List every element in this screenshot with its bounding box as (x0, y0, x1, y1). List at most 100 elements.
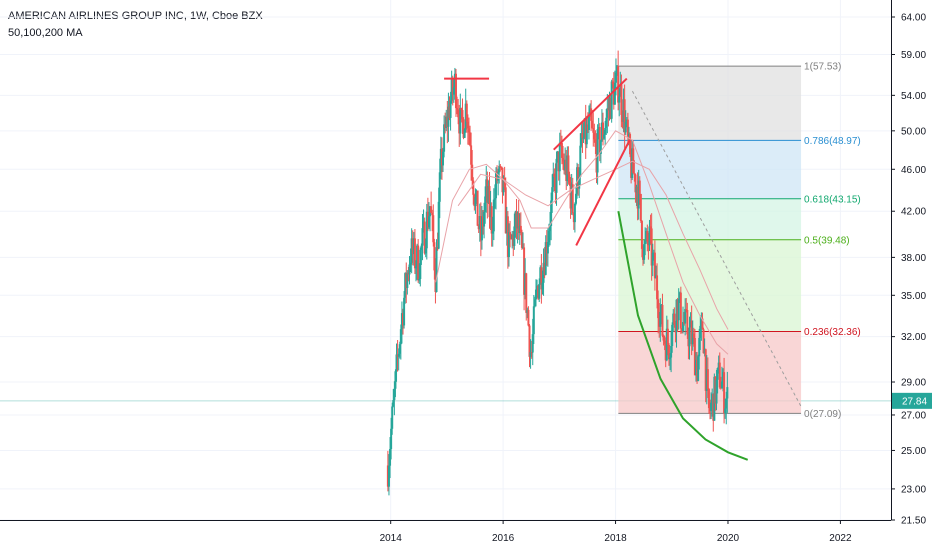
candle-body (497, 172, 500, 181)
candle-body (570, 184, 573, 209)
candle-body (555, 158, 558, 193)
wedge-upper-line (553, 77, 628, 151)
candle-body (456, 108, 459, 110)
candle-body (459, 108, 462, 134)
candle-body (671, 324, 674, 346)
fib-zone (618, 140, 802, 199)
candle-body (635, 186, 638, 193)
candle-body (473, 194, 476, 207)
candle-body (528, 325, 531, 357)
fib-level-label: 0.236(32.36) (804, 327, 861, 338)
candle-body (533, 299, 536, 307)
candle-body (593, 132, 596, 140)
candle-body (522, 247, 525, 249)
candle-body (691, 333, 694, 345)
candle-body (430, 206, 433, 213)
candle-body (510, 235, 513, 239)
candle-body (688, 327, 691, 347)
candle-body (395, 354, 398, 372)
candle-body (573, 203, 576, 223)
candle-body (595, 146, 598, 173)
candle-body (660, 304, 663, 312)
candle-body (622, 99, 625, 122)
candle-body (662, 335, 665, 341)
candle-body (609, 98, 612, 119)
candle-body (504, 187, 507, 234)
candle-body (720, 381, 723, 389)
candle-body (567, 155, 570, 175)
wedge-lower-line (575, 139, 631, 246)
indicator-legend[interactable]: 50,100,200 MA (8, 27, 83, 39)
fib-level-label: 0(27.09) (804, 409, 841, 420)
y-tick-label: 46.00 (901, 165, 926, 176)
candle-body (505, 216, 508, 234)
candle-body (520, 232, 523, 248)
candle-body (470, 145, 473, 165)
candle-body (582, 137, 585, 139)
candle-body (666, 328, 669, 345)
candle-body (512, 234, 515, 246)
candle-body (460, 108, 463, 111)
candle-body (483, 211, 486, 227)
candle-body (670, 345, 673, 358)
candle-body (405, 273, 408, 289)
candle-body (542, 262, 545, 283)
candle-body (577, 167, 580, 189)
candle-body (638, 180, 641, 194)
candle-body (557, 151, 560, 172)
candle-body (589, 108, 592, 117)
candle-body (445, 116, 448, 128)
candle-body (686, 309, 689, 335)
candle-body (574, 193, 577, 204)
y-tick-label: 23.00 (901, 484, 926, 495)
candle-body (625, 119, 628, 122)
candle-body (583, 118, 586, 138)
candle-body (475, 190, 478, 198)
candle-body (613, 82, 616, 105)
candle-body (463, 129, 466, 138)
candle-body (610, 81, 613, 119)
candle-body (416, 245, 419, 267)
candle-body (643, 244, 646, 260)
candle-body (694, 359, 697, 376)
candle-body (531, 334, 534, 353)
candle-body (426, 211, 429, 228)
candle-body (726, 387, 729, 399)
y-tick-label: 29.00 (901, 378, 926, 389)
candle-body (479, 216, 482, 241)
fib-level-label: 0.786(48.97) (804, 136, 861, 147)
candle-body (564, 159, 567, 171)
candle-body (448, 106, 451, 118)
candle-body (664, 343, 667, 361)
candle-body (458, 117, 461, 134)
candle-body (423, 221, 426, 254)
candle-body (419, 249, 422, 279)
candle-body (524, 273, 527, 295)
candle-body (477, 225, 480, 230)
candle-body (465, 103, 468, 122)
candle-body (390, 428, 393, 450)
chart-title: AMERICAN AIRLINES GROUP INC, 1W, Cboe BZ… (8, 10, 263, 22)
candle-body (644, 239, 647, 245)
candle-body (453, 73, 456, 88)
candle-body (407, 272, 410, 275)
fib-level-label: 1(57.53) (804, 62, 841, 73)
candle-body (391, 406, 394, 429)
candle-body (501, 167, 504, 193)
candle-body (725, 398, 728, 409)
candle-body (556, 151, 559, 159)
candle-body (517, 212, 520, 234)
candle-body (516, 212, 519, 229)
candle-body (598, 127, 601, 154)
candle-body (633, 173, 636, 175)
y-tick-label: 54.00 (901, 91, 926, 102)
y-tick-label: 59.00 (901, 50, 926, 61)
candle-body (411, 238, 414, 255)
candle-body (669, 357, 672, 360)
candle-body (692, 333, 695, 338)
candle-body (627, 134, 630, 137)
candle-body (611, 81, 614, 85)
candle-body (596, 129, 599, 173)
candle-body (576, 167, 579, 194)
